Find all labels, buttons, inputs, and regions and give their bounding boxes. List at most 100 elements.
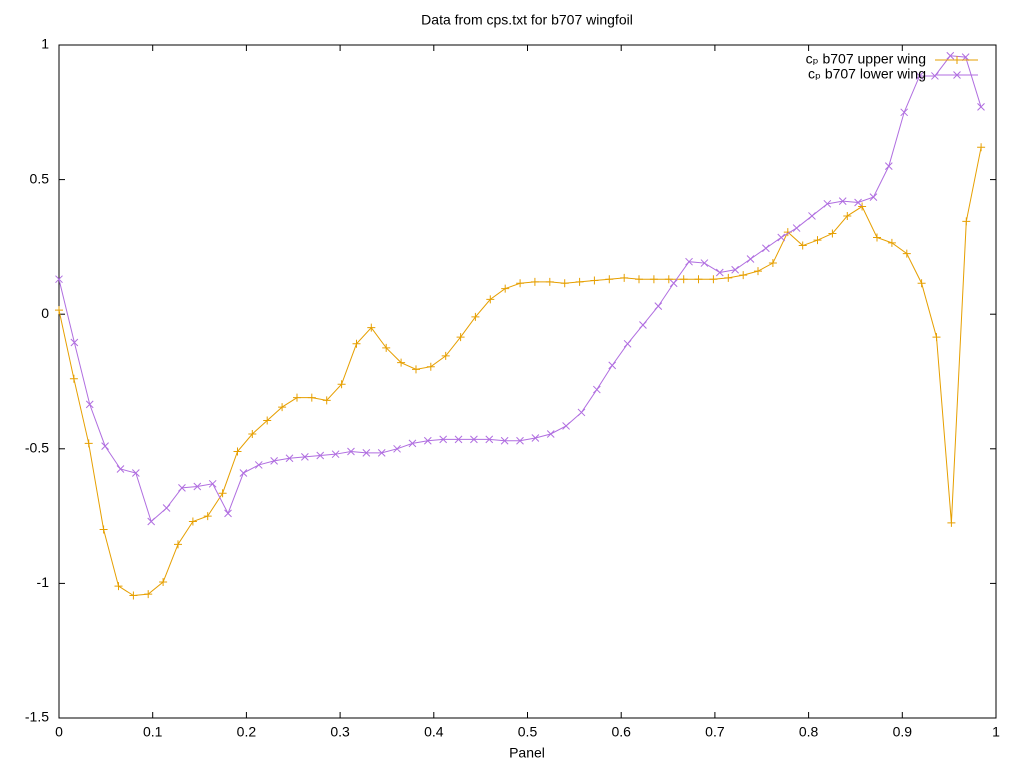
point-marker: [501, 284, 510, 293]
y-tick-label: -1: [37, 574, 50, 590]
point-marker: [55, 306, 63, 315]
point-marker: [828, 229, 837, 238]
point-marker: [694, 275, 703, 284]
point-marker: [798, 241, 807, 250]
point-marker: [754, 267, 763, 276]
point-marker: [85, 400, 94, 409]
point-marker: [858, 202, 867, 211]
point-marker: [84, 439, 93, 448]
point-marker: [902, 249, 911, 258]
y-tick-label: 1: [41, 36, 49, 52]
point-marker: [254, 461, 263, 469]
point-marker: [347, 447, 355, 456]
point-marker: [590, 276, 599, 285]
point-marker: [605, 275, 614, 284]
point-marker: [248, 429, 257, 438]
point-marker: [224, 509, 232, 518]
point-marker: [792, 224, 801, 232]
point-marker: [516, 436, 524, 445]
point-marker: [932, 333, 941, 342]
point-marker: [114, 582, 123, 591]
point-marker: [639, 321, 647, 329]
point-marker: [762, 244, 770, 253]
point-marker: [873, 233, 882, 242]
point-marker: [367, 323, 376, 332]
x-tick-label: 0.1: [143, 724, 163, 740]
y-tick-label: -1.5: [25, 709, 49, 725]
y-tick-label: 0: [41, 305, 49, 321]
point-marker: [592, 385, 601, 394]
legend-label: cₚ b707 upper wing: [806, 51, 926, 67]
x-tick-label: 0.8: [799, 724, 819, 740]
legend-marker: [953, 71, 961, 79]
point-marker: [377, 448, 386, 457]
point-marker: [218, 489, 227, 498]
point-marker: [654, 302, 663, 310]
point-marker: [669, 279, 678, 288]
point-marker: [915, 72, 924, 80]
point-marker: [178, 483, 186, 492]
series-line: [58, 147, 982, 597]
point-marker: [456, 333, 465, 342]
point-marker: [70, 338, 79, 347]
point-marker: [116, 465, 125, 473]
x-tick-label: 0.7: [705, 724, 725, 740]
point-marker: [411, 365, 420, 374]
y-tick-label: 0.5: [30, 170, 50, 186]
point-marker: [485, 435, 494, 444]
point-marker: [813, 236, 822, 245]
point-marker: [546, 430, 555, 438]
point-marker: [575, 277, 584, 286]
point-marker: [900, 108, 909, 117]
point-marker: [316, 451, 325, 460]
point-marker: [768, 259, 777, 268]
point-marker: [843, 211, 852, 220]
point-marker: [700, 259, 709, 267]
y-tick-label: -0.5: [25, 440, 49, 456]
x-tick-label: 0.5: [518, 724, 538, 740]
point-marker: [635, 275, 644, 284]
point-marker: [746, 255, 755, 263]
point-marker: [159, 578, 168, 587]
point-marker: [408, 439, 417, 448]
point-marker: [144, 590, 153, 599]
point-marker: [977, 103, 985, 111]
point-marker: [208, 479, 217, 488]
point-marker: [869, 193, 878, 201]
point-marker: [777, 233, 786, 242]
point-marker: [577, 408, 586, 417]
point-marker: [838, 197, 847, 205]
point-marker: [961, 53, 970, 61]
x-tick-label: 0.9: [893, 724, 913, 740]
point-marker: [99, 525, 108, 534]
point-marker: [203, 512, 212, 521]
point-marker: [709, 275, 718, 284]
point-marker: [884, 162, 893, 170]
point-marker: [322, 396, 331, 405]
point-marker: [887, 238, 896, 247]
point-marker: [685, 257, 693, 266]
point-marker: [362, 448, 371, 457]
point-marker: [239, 469, 248, 477]
point-marker: [301, 453, 309, 461]
point-marker: [278, 403, 287, 412]
point-marker: [397, 358, 406, 367]
point-marker: [562, 422, 570, 430]
point-marker: [129, 591, 138, 600]
point-marker: [441, 351, 450, 360]
point-marker: [530, 277, 539, 286]
point-marker: [486, 295, 495, 304]
point-marker: [649, 275, 658, 284]
point-marker: [307, 393, 316, 402]
point-marker: [664, 275, 673, 284]
point-marker: [560, 279, 569, 288]
legend-marker: [953, 56, 961, 64]
point-marker: [854, 198, 862, 207]
point-marker: [439, 435, 448, 444]
point-marker: [147, 517, 156, 526]
point-marker: [823, 199, 832, 208]
point-marker: [470, 435, 478, 444]
point-marker: [623, 339, 632, 348]
point-marker: [724, 273, 733, 282]
